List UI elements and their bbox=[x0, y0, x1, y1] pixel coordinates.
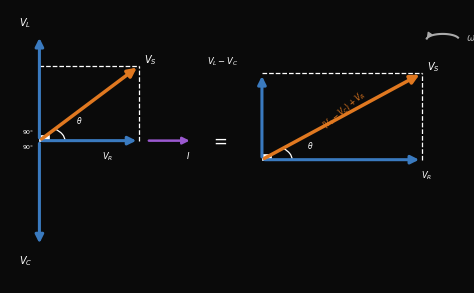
Text: $V_C$: $V_C$ bbox=[19, 254, 32, 268]
Text: $V_{R}$: $V_{R}$ bbox=[101, 151, 113, 163]
Text: $(V_L-V_C)+V_R$: $(V_L-V_C)+V_R$ bbox=[320, 88, 368, 132]
Text: $\theta$: $\theta$ bbox=[75, 115, 82, 126]
Text: $V_L - V_C$: $V_L - V_C$ bbox=[207, 55, 238, 68]
Text: =: = bbox=[213, 133, 227, 151]
Polygon shape bbox=[39, 135, 49, 141]
Text: 90°: 90° bbox=[22, 130, 33, 135]
Text: $V_L$: $V_L$ bbox=[19, 16, 31, 30]
Polygon shape bbox=[262, 154, 271, 160]
Text: $V_{R}$: $V_{R}$ bbox=[421, 170, 432, 182]
Text: 90°: 90° bbox=[22, 144, 33, 150]
Text: $V_S$: $V_S$ bbox=[427, 60, 440, 74]
Text: $\theta$: $\theta$ bbox=[307, 140, 314, 151]
Text: $\omega$: $\omega$ bbox=[466, 33, 474, 43]
Text: I: I bbox=[186, 152, 189, 161]
Text: $V_S$: $V_S$ bbox=[144, 53, 157, 67]
